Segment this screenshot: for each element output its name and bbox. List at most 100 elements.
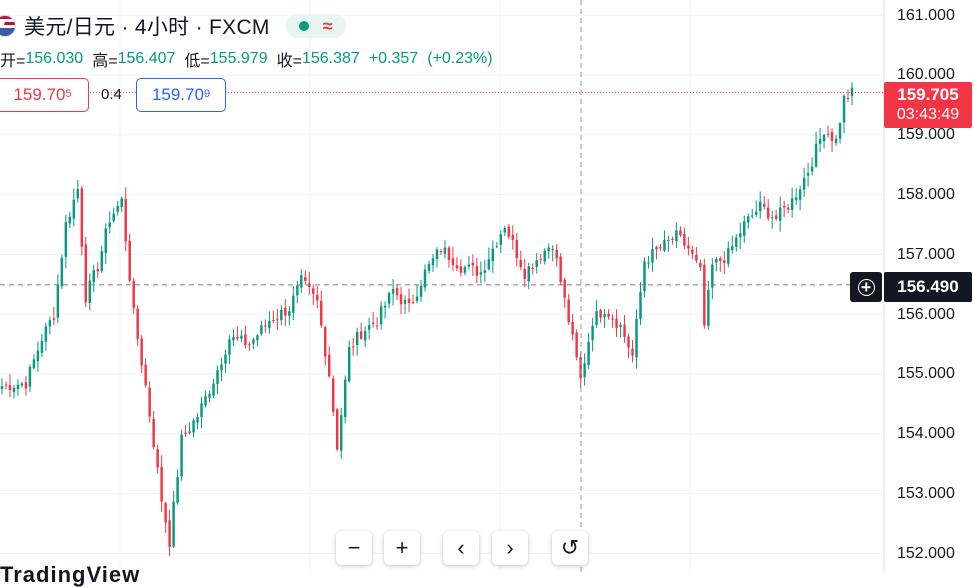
candle-body	[543, 250, 546, 262]
candle	[16, 379, 20, 396]
candle	[324, 325, 327, 366]
candle-body	[327, 354, 331, 377]
zoom-out-button[interactable]: −	[336, 531, 372, 565]
open-label: 开=	[0, 53, 26, 70]
candle	[220, 357, 223, 382]
close-label: 收=	[276, 53, 302, 70]
candle-body	[112, 213, 115, 221]
candle-body	[284, 307, 287, 316]
candle	[826, 125, 830, 138]
candle-body	[92, 270, 96, 283]
candle-body	[359, 331, 363, 339]
scroll-left-button[interactable]: ‹	[443, 531, 479, 565]
candle-body	[659, 247, 662, 249]
candle	[252, 337, 255, 350]
symbol-title[interactable]: 美元/日元 · 4小时 · FXCM	[24, 16, 270, 39]
candle-body	[802, 177, 806, 190]
candle-body	[419, 285, 423, 297]
candle	[591, 317, 594, 352]
candle	[615, 309, 618, 337]
candle	[651, 237, 654, 272]
candle-body	[196, 417, 199, 423]
candle-body	[431, 258, 435, 266]
candle-body	[232, 336, 235, 341]
candle-body	[447, 247, 451, 260]
candle	[727, 241, 730, 268]
candle	[519, 250, 523, 271]
candle	[663, 230, 666, 253]
candle-body	[351, 346, 355, 348]
candle	[316, 286, 319, 309]
add-alert-button[interactable]	[850, 272, 882, 302]
candle-body	[487, 259, 491, 270]
candle	[116, 200, 119, 216]
candle	[363, 326, 367, 348]
scroll-right-button[interactable]: ›	[492, 531, 528, 565]
candle-body	[272, 320, 275, 322]
candle	[64, 214, 68, 269]
zoom-in-button[interactable]: +	[384, 531, 420, 565]
candle-body	[32, 359, 36, 369]
candle-body	[814, 143, 818, 167]
us-japan-flag-icon[interactable]	[0, 15, 16, 37]
plus-circle-icon	[857, 278, 875, 296]
candle	[383, 301, 387, 319]
buy-button[interactable]: 159.70 9	[136, 78, 226, 112]
candle-body	[188, 431, 191, 434]
candle-body	[184, 432, 187, 435]
sell-button[interactable]: 159.70 5	[0, 78, 89, 112]
candle	[156, 444, 159, 474]
candle-body	[555, 249, 558, 259]
candle	[260, 320, 263, 336]
candle-body	[762, 203, 766, 207]
candle-body	[607, 313, 610, 317]
candle-body	[28, 366, 32, 387]
candle-body	[36, 350, 40, 362]
candle-body	[84, 244, 88, 303]
candle	[551, 245, 554, 262]
candle-body	[391, 289, 395, 294]
candle	[184, 424, 187, 437]
candle-body	[371, 322, 375, 324]
candle	[695, 247, 698, 264]
candle-body	[515, 239, 519, 258]
candle	[643, 257, 646, 298]
candle-body	[587, 341, 590, 366]
candle-body	[108, 222, 111, 228]
candle-body	[830, 132, 834, 141]
candle	[739, 222, 742, 249]
candle	[108, 211, 111, 234]
candle	[675, 222, 678, 249]
candle	[212, 378, 215, 398]
candles	[0, 82, 854, 557]
candle-body	[68, 217, 72, 224]
candle	[347, 340, 351, 383]
candle	[687, 236, 690, 256]
candle	[599, 308, 602, 323]
chart-header: 美元/日元 · 4小时 · FXCM ≈	[0, 10, 346, 42]
spread-value: 0.4	[101, 86, 122, 103]
reset-chart-button[interactable]: ↺	[552, 531, 588, 565]
candle	[24, 376, 28, 396]
candle-body	[52, 318, 56, 320]
candle-body	[379, 306, 383, 325]
candle	[232, 329, 235, 347]
candle-body	[806, 173, 810, 176]
candle	[136, 304, 139, 346]
market-status-pill[interactable]: ≈	[285, 14, 346, 38]
candle-body	[240, 335, 243, 339]
candle	[96, 262, 100, 279]
candle	[76, 179, 80, 203]
candle	[850, 82, 854, 106]
candle-body	[699, 262, 702, 267]
candle-body	[248, 344, 251, 346]
candle	[164, 501, 167, 533]
price-axis-label: 160.000	[897, 66, 955, 83]
candle-body	[735, 237, 738, 247]
crosshair-price-tag: 156.490	[884, 272, 972, 302]
candle-body	[683, 234, 686, 246]
sell-price: 159.70	[13, 85, 66, 104]
candle-body	[527, 266, 530, 282]
candle-body	[395, 287, 399, 296]
candle	[8, 374, 12, 398]
